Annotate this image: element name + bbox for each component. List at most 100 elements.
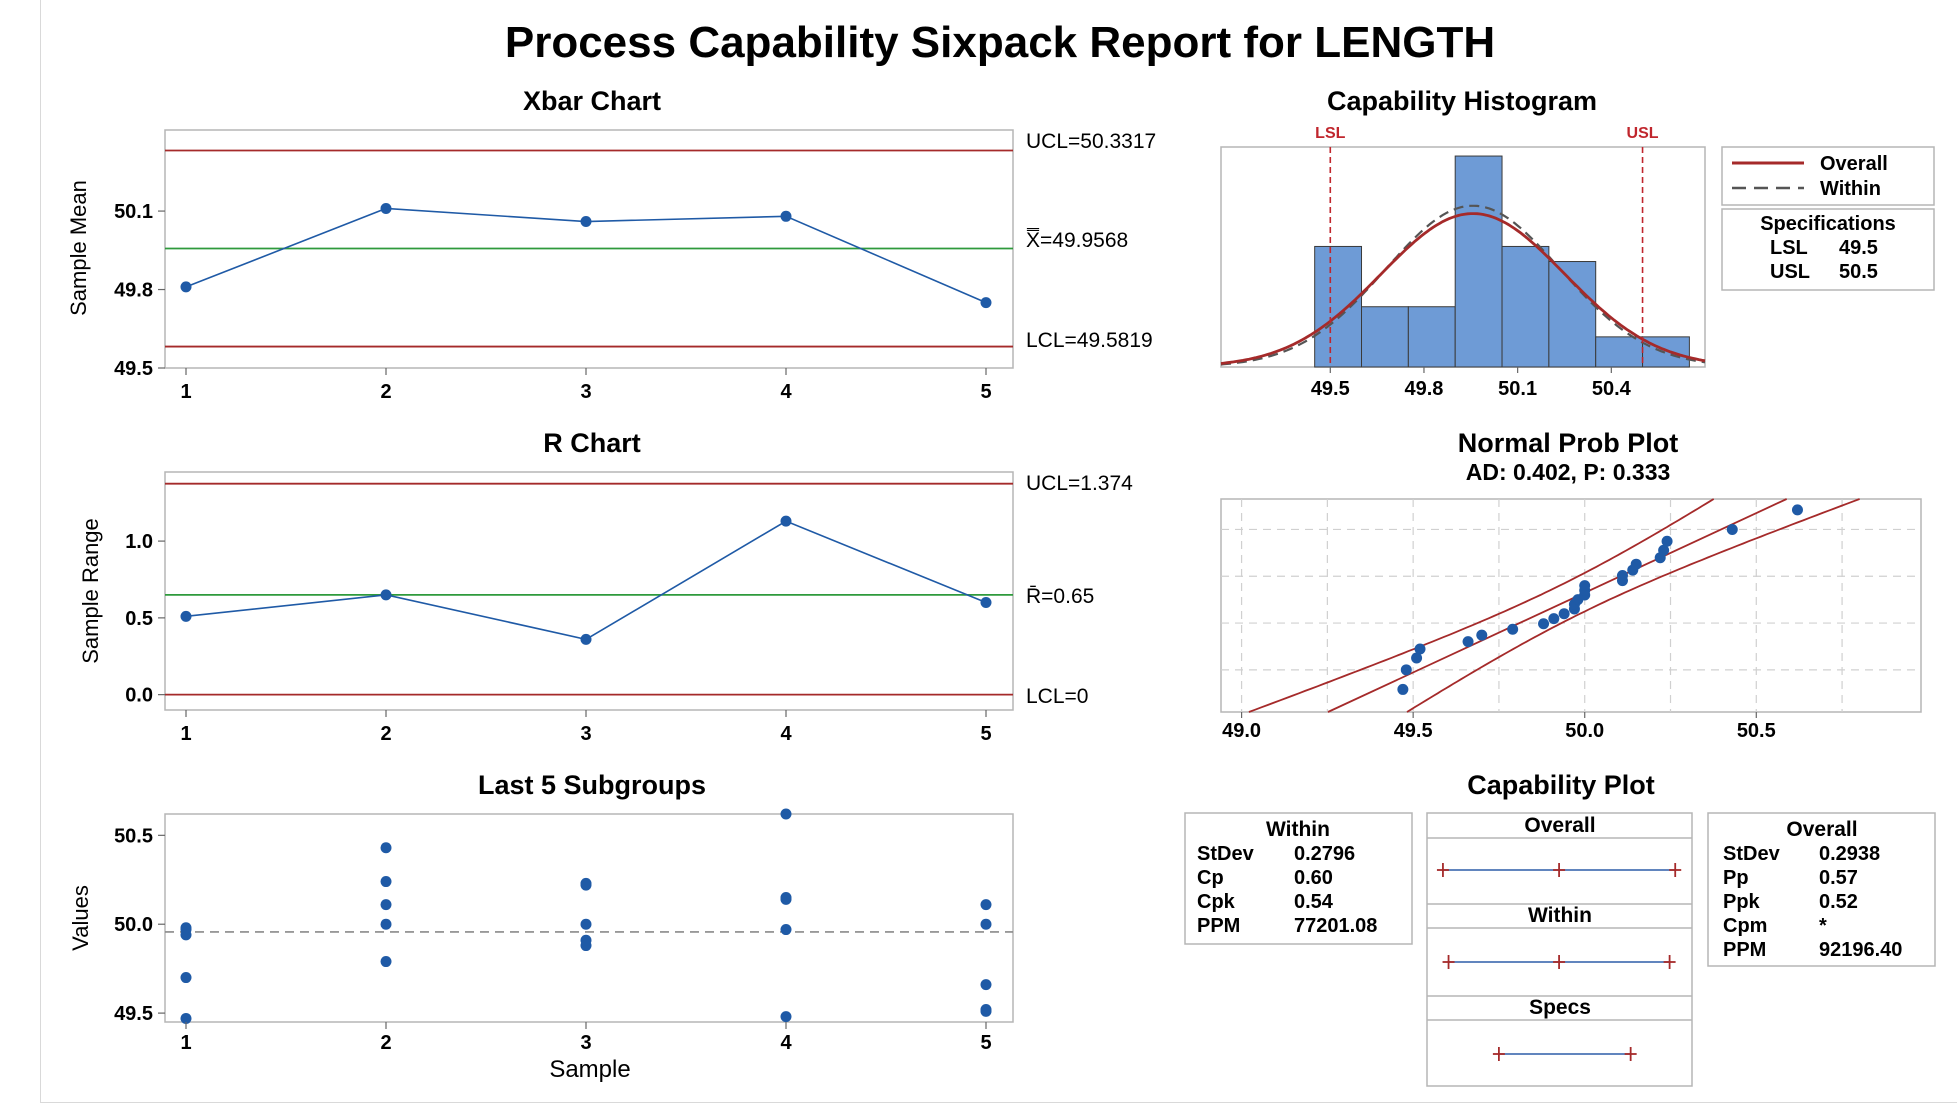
subgroups-x-tick-label: 2 [380,1032,391,1054]
subgroups-chart: Last 5 Subgroups Values Sample 49.5 50.0 5… [68,770,1014,1083]
xbar-lcl-label: LCL=49.5819 [1026,329,1153,352]
histogram-x-tick-label: 49.5 [1311,378,1350,400]
subgroups-chart-title: Last 5 Subgroups [478,770,706,800]
interval-within-label: Within [1528,904,1592,927]
subgroups-data-point [580,934,592,946]
histogram-legend: Overall Within [1721,146,1935,206]
interval-specs-label: Specs [1529,996,1591,1019]
overall-stat-value: 0.57 [1819,867,1858,889]
subgroups-data-point [980,979,992,991]
xbar-x-tick-label: 4 [780,381,792,403]
subgroups-data-point [980,899,992,911]
normal-plot-x-tick-label: 49.5 [1394,720,1433,742]
specs-usl-value: 50.5 [1839,261,1878,283]
overall-stat-label: Cpm [1723,915,1767,937]
subgroups-data-point [380,899,392,911]
r-data-point [580,633,592,645]
xbar-center-label: X̿=49.9568 [1026,228,1128,252]
within-stat-label: StDev [1197,843,1255,865]
r-data-point [980,597,992,609]
r-y-tick-label: 0.5 [125,608,153,630]
xbar-data-point [580,216,592,228]
within-stat-value: 77201.08 [1294,915,1377,937]
specs-box-border [1721,208,1935,291]
specs-lsl-label: LSL [1770,237,1808,259]
overall-stat-value: 0.2938 [1819,843,1880,865]
subgroups-x-tick-label: 3 [580,1032,591,1054]
xbar-y-tick-label: 49.5 [114,358,153,380]
overall-heading: Overall [1786,818,1857,841]
normal-plot-data-point [1726,523,1738,535]
subgroups-y-axis-label: Values [68,885,93,951]
xbar-data-point [380,202,392,214]
overall-stat-label: PPM [1723,939,1766,961]
xbar-data-point [180,281,192,293]
lsl-label: LSL [1315,125,1345,142]
normal-prob-plot: Normal Prob Plot AD: 0.402, P: 0.333 49.… [1220,428,1922,742]
subgroups-data-point [180,972,192,984]
legend-box [1721,146,1935,206]
subgroups-y-tick-label: 49.5 [114,1003,153,1025]
normal-plot-subtitle: AD: 0.402, P: 0.333 [1466,459,1671,485]
r-y-tick-label: 1.0 [125,531,153,553]
normal-plot-data-point [1661,535,1673,547]
capability-plot: Capability Plot Within StDev 0.2796 Cp 0… [1184,770,1936,1087]
xbar-data-point [980,297,992,309]
r-x-tick-label: 5 [980,723,991,745]
subgroups-x-tick-label: 5 [980,1032,991,1054]
within-heading: Within [1266,818,1330,841]
subgroups-data-point [380,918,392,930]
intervals-border [1426,812,1693,1087]
within-stat-value: 0.60 [1294,867,1333,889]
within-curve [1220,204,1706,366]
within-stat-label: PPM [1197,915,1240,937]
normal-plot-data-point [1658,544,1670,556]
xbar-y-tick-label: 50.1 [114,201,153,223]
r-data-point [380,589,392,601]
r-y-tick-label: 0.0 [125,685,153,707]
report-title: Process Capability Sixpack Report for LE… [505,18,1495,67]
histogram-bar [1454,155,1503,368]
normal-plot-data-point [1579,580,1591,592]
specs-heading: Specifications [1760,213,1896,235]
normal-plot-x-tick-label: 50.0 [1565,720,1604,742]
normal-plot-data-point [1397,683,1409,695]
subgroups-data-point [780,892,792,904]
r-y-axis-label: Sample Range [78,518,103,664]
normal-plot-data-point [1548,613,1560,625]
histogram-title: Capability Histogram [1327,86,1597,116]
overall-curve [1220,212,1706,365]
overall-stat-label: Pp [1723,867,1749,889]
r-x-tick-label: 2 [380,723,391,745]
r-data-point [180,610,192,622]
xbar-chart-title: Xbar Chart [523,86,661,116]
xbar-chart: Xbar Chart Sample Mean 49.5 49.8 50.1 1 2 3 4 5… [66,86,1156,403]
subgroups-y-tick-label: 50.0 [114,914,153,936]
overall-stats-box: Overall StDev 0.2938 Pp 0.57 Ppk 0.52 Cp… [1707,812,1936,967]
subgroups-data-point [780,924,792,936]
histogram-x-tick-label: 50.1 [1498,378,1537,400]
normal-plot-x-tick-label: 49.0 [1222,720,1261,742]
overall-stat-value: 0.52 [1819,891,1858,913]
r-plot-area [164,471,1014,711]
overall-stat-value: * [1819,915,1827,937]
r-chart-title: R Chart [543,428,641,458]
subgroups-data-point [180,922,192,934]
normal-plot-title: Normal Prob Plot [1458,428,1679,458]
within-stat-label: Cp [1197,867,1224,889]
xbar-y-axis-label: Sample Mean [66,180,91,316]
subgroups-plot-area [164,813,1014,1023]
xbar-ucl-label: UCL=50.3317 [1026,130,1156,153]
within-stats-border [1184,812,1413,945]
normal-plot-data-point [1400,664,1412,676]
subgroups-data-point [980,1004,992,1016]
xbar-x-tick-label: 2 [380,381,391,403]
subgroups-y-tick-label: 50.5 [114,825,153,847]
within-stat-value: 0.2796 [1294,843,1355,865]
xbar-x-tick-label: 3 [580,381,591,403]
histogram-bar [1407,306,1456,368]
xbar-y-tick-label: 49.8 [114,280,153,302]
within-stats-box: Within StDev 0.2796 Cp 0.60 Cpk 0.54 PPM… [1184,812,1413,945]
normal-plot-data-point [1538,618,1550,630]
